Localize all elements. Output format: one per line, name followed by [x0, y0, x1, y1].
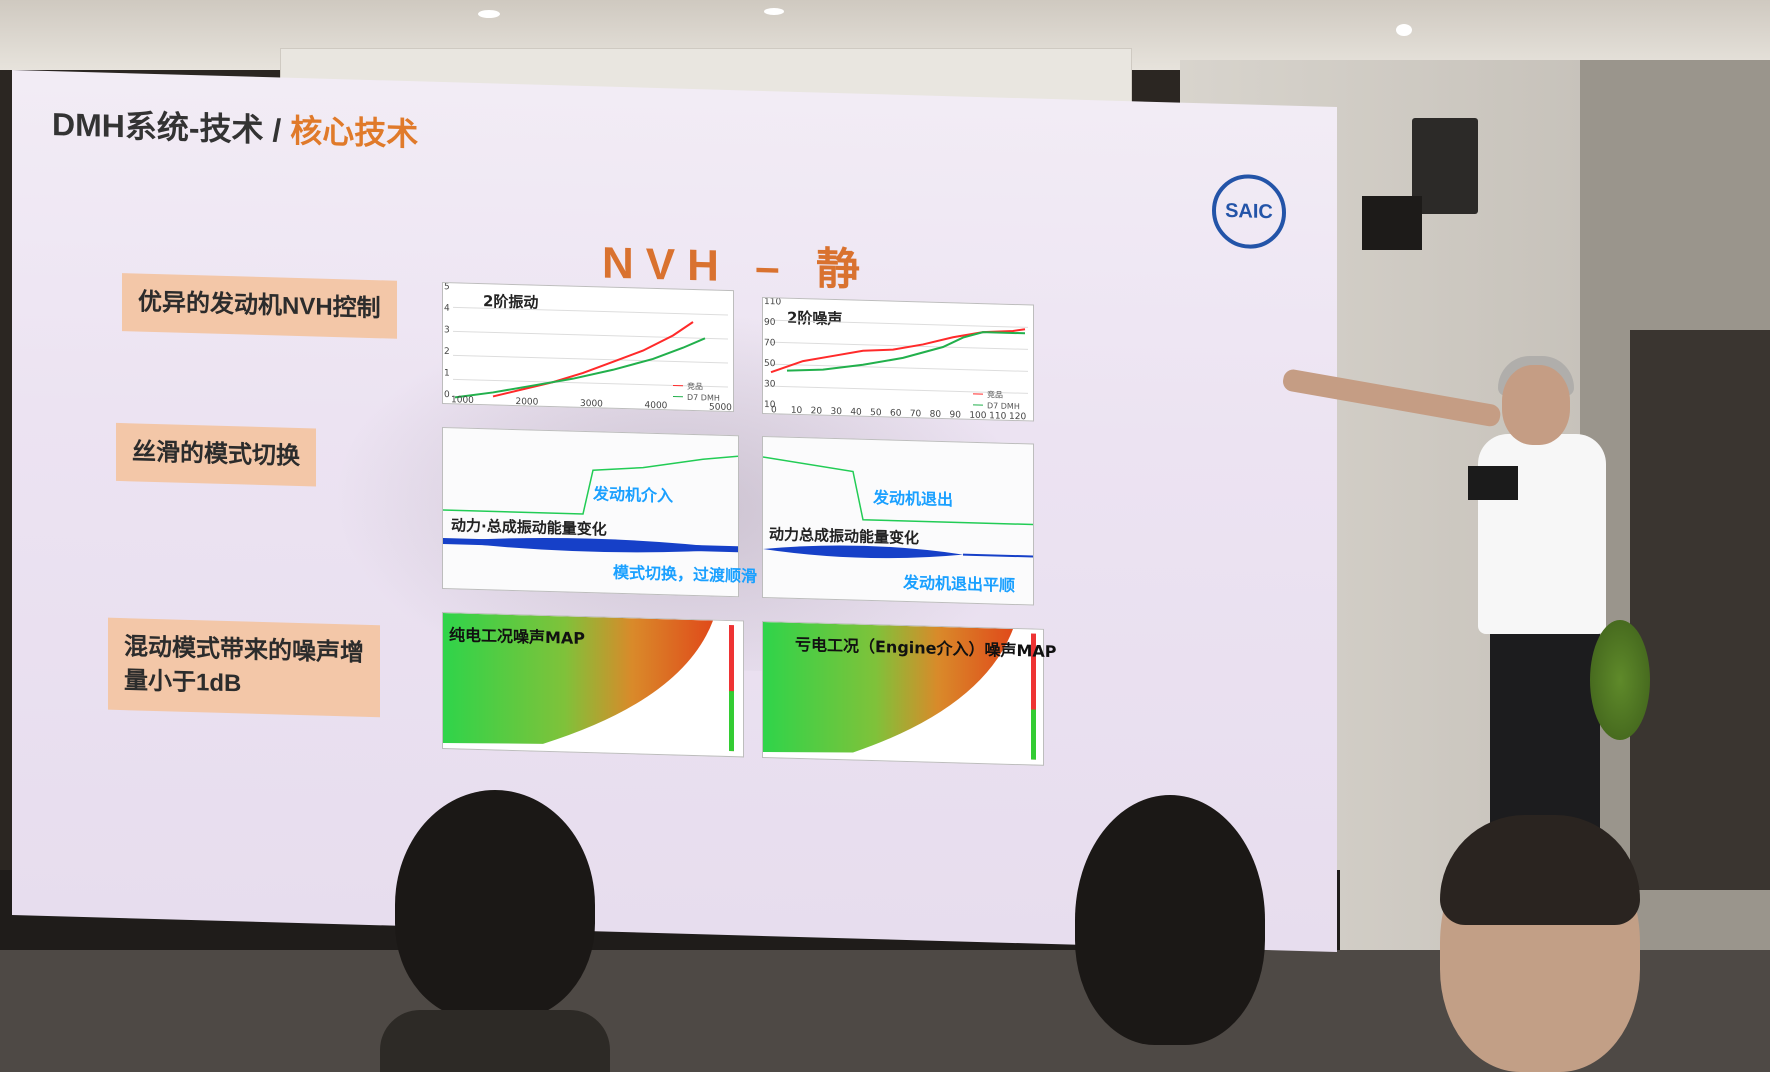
downlight	[478, 10, 500, 18]
speaker-mount	[1362, 196, 1422, 250]
logo-text: SAIC	[1225, 199, 1273, 223]
doorway	[1630, 330, 1770, 890]
y-tick-label: 50	[764, 359, 776, 369]
x-tick-label: 1000	[451, 395, 474, 406]
audience-shoulders-left	[380, 1010, 610, 1072]
x-tick-label: 50	[870, 408, 882, 418]
microphone	[1468, 466, 1518, 500]
x-tick-label: 3000	[580, 399, 603, 410]
switch-plot-right	[763, 456, 1033, 559]
x-tick-label: 120	[1009, 412, 1026, 421]
noise-map-engine: 亏电工况（Engine介入）噪声MAP	[762, 620, 1057, 766]
x-tick-label: 70	[910, 409, 922, 419]
downlight	[764, 8, 784, 15]
y-tick-label: 0	[444, 390, 450, 400]
vibration-chart: 2阶振动 竞品 D7 DMH 0 1 2 3 4 5 1000 2000 3000 4000 500…	[442, 282, 734, 413]
legend-competitor: 竞品	[687, 381, 703, 391]
legend-competitor: 竞品	[987, 389, 1003, 399]
x-tick-label: 2000	[516, 397, 539, 408]
x-tick-label: 30	[831, 407, 843, 417]
noise-map-ev-label: 纯电工况噪声MAP	[449, 625, 586, 649]
x-tick-label: 90	[950, 410, 962, 420]
noise-map-ev: 纯电工况噪声MAP	[442, 612, 744, 758]
presenter-legs	[1490, 630, 1600, 850]
slide-title-main: DMH系统-技术 /	[52, 106, 291, 149]
switch-right-label: 动力总成振动能量变化	[769, 525, 920, 548]
presenter-shirt	[1478, 434, 1606, 634]
x-tick-label: 80	[930, 410, 942, 420]
slide-title-highlight: 核心技术	[290, 112, 419, 153]
mode-switch-chart-engine-out: 发动机退出 动力总成振动能量变化 发动机退出平顺	[762, 435, 1034, 606]
y-tick-label: 4	[444, 304, 450, 314]
y-tick-label: 3	[444, 325, 450, 335]
x-tick-label: 60	[890, 409, 902, 419]
vibration-series-dmh	[454, 337, 706, 399]
legend-dmh: D7 DMH	[987, 401, 1020, 411]
feature-tag-mode-switch: 丝滑的模式切换	[116, 422, 316, 487]
mode-switch-chart-engine-in: 发动机介入 动力·总成振动能量变化 模式切换，过渡顺滑	[442, 427, 757, 598]
legend-dmh: D7 DMH	[687, 393, 720, 403]
switch-plot-left	[443, 455, 738, 553]
downlight	[1396, 24, 1412, 36]
audience-head-center	[1075, 795, 1265, 1045]
y-tick-label: 5	[444, 283, 450, 292]
x-tick-label: 0	[771, 405, 777, 415]
x-tick-label: 100	[969, 411, 986, 421]
note-engine-in: 发动机介入	[593, 484, 674, 506]
y-tick-label: 70	[764, 338, 776, 348]
saic-logo: SAIC	[1212, 173, 1286, 250]
vibration-plot: 竞品 D7 DMH 0 1 2 3 4 5 1000 2000 3000 4000 5000	[444, 283, 732, 411]
x-tick-label: 110	[989, 411, 1006, 420]
x-tick-label: 10	[791, 406, 803, 416]
noise-chart: 2阶噪声 竞品 D7 DMH 10 30 50 70 90 110 0 10 20 30 40 50 6…	[762, 296, 1034, 422]
y-tick-label: 1	[444, 368, 450, 378]
noise-map-ev-plot	[443, 613, 734, 752]
x-tick-label: 5000	[709, 402, 732, 411]
noise-series-dmh	[786, 331, 1025, 372]
x-tick-label: 4000	[645, 401, 668, 411]
x-tick-label: 40	[850, 407, 862, 417]
potted-plant	[1590, 620, 1650, 740]
presenter-head	[1502, 365, 1570, 445]
note-engine-out: 发动机退出	[873, 488, 954, 510]
x-tick-label: 20	[811, 406, 823, 416]
switch-left-label: 动力·总成振动能量变化	[451, 516, 607, 539]
vibration-series-competitor	[492, 321, 694, 398]
noise-map-engine-plot	[763, 621, 1036, 760]
y-tick-label: 2	[444, 347, 450, 357]
y-tick-label: 30	[764, 379, 776, 389]
y-tick-label: 110	[764, 298, 781, 308]
audience-hair-right	[1440, 815, 1640, 925]
y-tick-label: 90	[764, 318, 776, 328]
y-tick-label: 10	[764, 400, 776, 410]
slide-title: DMH系统-技术 / 核心技术	[52, 99, 418, 155]
wall-speaker	[1412, 118, 1478, 214]
audience-head-left	[395, 790, 595, 1020]
note-smooth-transition: 模式切换，过渡顺滑	[613, 562, 758, 586]
note-engine-out-smooth: 发动机退出平顺	[903, 572, 1016, 596]
presentation-slide: DMH系统-技术 / 核心技术 SAIC NVH – 静 优异的发动机NVH控制…	[12, 70, 1337, 953]
